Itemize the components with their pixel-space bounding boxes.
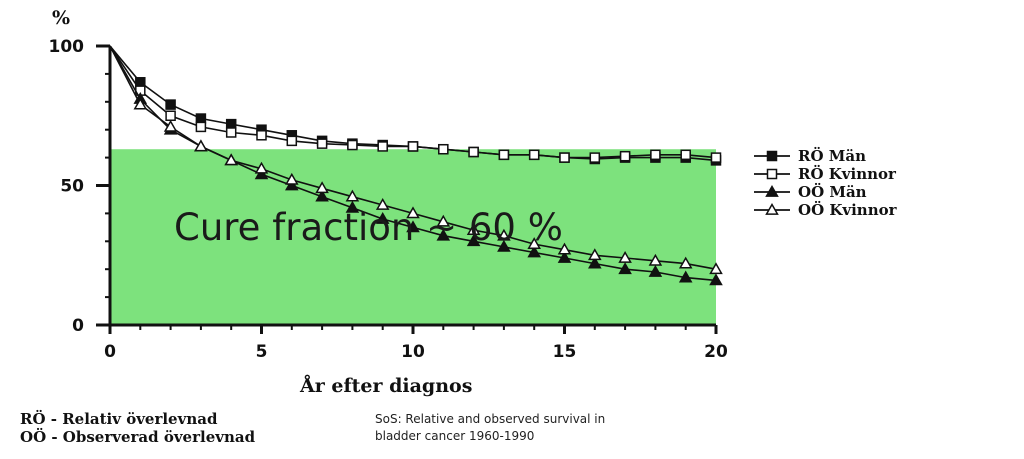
legend-label: RÖ Män	[798, 146, 866, 165]
legend-swatch-marker	[766, 150, 778, 162]
data-point	[345, 200, 360, 213]
data-point	[316, 138, 328, 149]
data-point	[436, 214, 451, 227]
footnote-observed: OÖ - Observerad överlevnad	[20, 427, 256, 446]
series-oö-kvinnor	[109, 45, 723, 275]
data-point	[650, 149, 661, 161]
legend-item: RÖ Kvinnor	[754, 164, 897, 183]
data-point	[375, 198, 390, 210]
data-point	[528, 149, 540, 161]
data-point	[618, 251, 632, 263]
data-point	[557, 242, 572, 255]
data-point	[709, 273, 723, 286]
source-note-line1: SoS: Relative and observed survival in	[375, 412, 605, 426]
x-tick-label: 15	[553, 342, 577, 362]
data-point	[678, 270, 693, 283]
data-point	[648, 253, 663, 266]
x-minor-ticks	[108, 325, 718, 334]
x-tick-label: 20	[704, 342, 728, 362]
data-point	[286, 135, 298, 147]
data-point	[377, 141, 388, 152]
data-point	[225, 127, 237, 138]
data-point	[589, 152, 601, 163]
data-point	[710, 152, 722, 163]
data-point	[559, 152, 570, 163]
legend-item: OÖ Kvinnor	[754, 200, 898, 219]
data-point	[678, 256, 693, 269]
footnote-relative: RÖ - Relativ överlevnad	[20, 409, 218, 428]
data-point	[163, 119, 178, 132]
data-point	[165, 110, 176, 121]
data-point	[466, 223, 481, 236]
data-point	[347, 139, 358, 151]
x-tick-label: 10	[401, 342, 425, 362]
y-tick-label: 50	[60, 177, 84, 197]
data-point	[527, 237, 541, 249]
data-point	[527, 245, 541, 258]
data-point	[254, 161, 269, 174]
y-tick-label: 100	[49, 37, 85, 57]
y-tick-label: 0	[72, 316, 84, 336]
data-point	[498, 149, 510, 161]
data-point	[254, 167, 269, 180]
data-point	[436, 228, 451, 241]
cure-fraction-annotation: Cure fraction ~ 60 %	[174, 206, 563, 249]
data-point	[133, 97, 148, 110]
data-point	[345, 189, 360, 202]
legend-item: OÖ Män	[754, 182, 867, 201]
data-point	[619, 150, 631, 162]
data-point	[709, 262, 723, 275]
data-point	[195, 121, 207, 133]
source-note-line2: bladder cancer 1960-1990	[375, 429, 534, 443]
data-point	[588, 256, 602, 269]
legend-item: RÖ Män	[754, 146, 866, 165]
x-tick-label: 0	[104, 342, 116, 362]
data-point	[497, 239, 511, 252]
y-tick-labels: 0 50 100	[49, 37, 85, 336]
data-point	[285, 178, 299, 191]
legend-label: RÖ Kvinnor	[798, 164, 897, 183]
data-point	[466, 234, 481, 247]
series-layer	[109, 45, 723, 286]
data-point	[256, 130, 267, 141]
x-axis-label: År efter diagnos	[299, 374, 472, 397]
y-minor-ticks	[96, 44, 110, 327]
data-point	[438, 143, 449, 155]
data-point	[406, 206, 420, 219]
data-point	[285, 172, 299, 185]
data-point	[224, 153, 238, 166]
data-point	[557, 251, 572, 263]
legend-swatch-marker	[766, 168, 778, 180]
series-rö-kvinnor	[109, 45, 722, 163]
data-point	[315, 181, 329, 194]
data-point	[680, 149, 691, 161]
legend-swatch-marker	[765, 202, 779, 215]
data-point	[194, 139, 208, 152]
series-oö-män	[109, 45, 723, 286]
data-point	[406, 220, 420, 233]
data-point	[648, 264, 663, 277]
legend-swatch-marker	[765, 184, 779, 197]
data-point	[375, 211, 390, 224]
data-point	[618, 262, 632, 275]
data-point	[315, 189, 329, 202]
data-point	[407, 141, 419, 152]
data-point	[497, 228, 511, 241]
x-tick-label: 5	[256, 342, 268, 362]
data-point	[468, 146, 479, 158]
legend-label: OÖ Kvinnor	[798, 200, 898, 219]
y-axis-label: %	[52, 7, 70, 29]
x-tick-labels: 0 5 10 15 20	[104, 342, 728, 362]
legend-label: OÖ Män	[798, 182, 867, 201]
cure-fraction-band	[110, 149, 716, 325]
data-point	[588, 248, 602, 261]
data-point	[165, 99, 176, 110]
